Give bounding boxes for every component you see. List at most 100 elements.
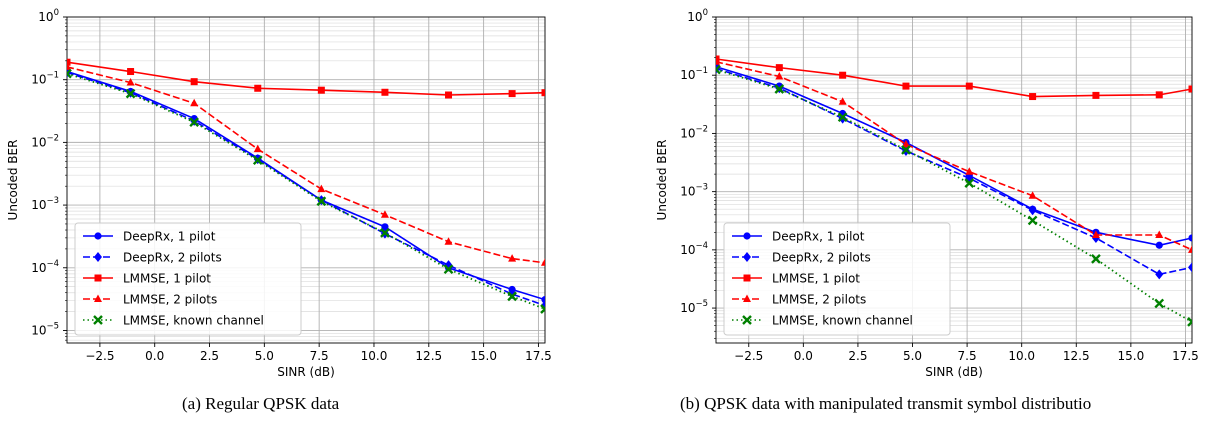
legend-label: LMMSE, 1 pilot — [123, 272, 211, 286]
data-point — [94, 294, 102, 302]
data-point — [1029, 93, 1037, 101]
x-axis-label: SINR (dB) — [277, 365, 335, 379]
data-point — [837, 112, 848, 123]
x-tick-label: 12.5 — [415, 349, 442, 363]
x-tick-label: 7.5 — [958, 349, 977, 363]
y-tick-label: 10−3 — [31, 196, 59, 212]
y-tick-label: 10−5 — [680, 299, 708, 315]
x-tick-label: 15.0 — [470, 349, 497, 363]
chart-a: −2.5 0.0 2.5 5.0 7.5 10.0 12.5 15.0 17.5 SINR (dB… — [6, 8, 552, 379]
x-axis: −2.5 0.0 2.5 5.0 7.5 10.0 12.5 15.0 17.5 SINR (dB… — [85, 343, 552, 379]
data-point — [838, 97, 847, 105]
data-point — [126, 78, 135, 86]
plot-frame — [715, 16, 1193, 344]
x-tick-label: 17.5 — [1172, 349, 1199, 363]
x-tick-label: 0.0 — [794, 349, 813, 363]
x-axis: −2.5 0.0 2.5 5.0 7.5 10.0 12.5 15.0 17.5 SINR (dB… — [734, 343, 1199, 379]
series-lmmse-1-pilot — [67, 58, 545, 99]
data-point — [443, 264, 454, 275]
y-tick-label: 10−3 — [680, 183, 708, 199]
y-tick-label: 10−1 — [31, 71, 59, 87]
legend-label: LMMSE, known channel — [772, 314, 913, 328]
series-line — [716, 68, 1192, 323]
data-point — [508, 289, 517, 300]
data-point — [1092, 91, 1100, 99]
data-point — [1154, 298, 1165, 309]
legend: DeepRx, 1 pilot DeepRx, 2 pilots LMMSE, 1 … — [723, 222, 951, 336]
data-point — [1155, 269, 1164, 280]
x-tick-label: 10.0 — [1008, 349, 1035, 363]
x-tick-label: 7.5 — [310, 349, 329, 363]
data-point — [1187, 316, 1192, 327]
data-point — [716, 64, 721, 75]
y-axis: 100 10−1 10−2 10−3 10−4 10−5 Uncoded BER — [6, 8, 67, 341]
y-tick-label: 10−4 — [680, 241, 708, 257]
series-lmmse-known-channel — [716, 64, 1192, 327]
data-point — [1028, 205, 1037, 216]
data-point — [252, 155, 263, 166]
legend-label: DeepRx, 1 pilot — [772, 230, 865, 244]
data-point — [127, 68, 135, 76]
data-point — [507, 291, 517, 302]
caption-b: (b) QPSK data with manipulated transmit … — [680, 394, 1092, 413]
y-tick-label: 100 — [38, 8, 59, 24]
data-point — [67, 62, 71, 70]
x-tick-label: −2.5 — [85, 349, 114, 363]
x-tick-label: 2.5 — [200, 349, 219, 363]
series-line — [716, 65, 1192, 247]
data-point — [901, 139, 910, 148]
data-point — [1188, 234, 1192, 242]
legend-label: DeepRx, 1 pilot — [123, 230, 216, 244]
data-point — [1155, 91, 1163, 99]
y-axis-label: Uncoded BER — [6, 140, 20, 221]
chart-b: −2.5 0.0 2.5 5.0 7.5 10.0 12.5 15.0 17.5 SINR (dB… — [655, 8, 1199, 379]
data-point — [965, 82, 973, 90]
data-point — [743, 274, 751, 282]
legend-box — [723, 222, 951, 336]
data-point — [742, 315, 752, 325]
data-point — [381, 88, 389, 96]
x-tick-label: 5.0 — [903, 349, 922, 363]
data-point — [716, 55, 720, 63]
legend-label: DeepRx, 2 pilots — [772, 251, 871, 265]
data-point — [1027, 215, 1038, 226]
data-point — [380, 210, 389, 218]
data-point — [190, 98, 199, 107]
data-point — [1188, 262, 1192, 273]
data-point — [1028, 191, 1037, 199]
y-tick-label: 10−5 — [31, 321, 59, 337]
data-point — [317, 86, 325, 94]
legend-label: LMMSE, 2 pilots — [123, 293, 217, 307]
data-point — [965, 167, 974, 175]
y-tick-label: 10−4 — [31, 259, 59, 275]
data-point — [743, 232, 751, 240]
data-point — [190, 78, 198, 86]
data-point — [541, 258, 545, 266]
data-point — [317, 184, 326, 193]
data-point — [508, 90, 516, 98]
data-point — [743, 294, 751, 302]
data-point — [94, 274, 102, 282]
data-point — [743, 252, 751, 262]
data-point — [380, 228, 390, 238]
x-tick-label: 0.0 — [145, 349, 164, 363]
data-point — [94, 232, 102, 240]
data-point — [381, 223, 389, 231]
data-point — [775, 72, 784, 80]
data-point — [1188, 245, 1192, 253]
x-tick-label: 17.5 — [525, 349, 552, 363]
series-line — [67, 61, 545, 96]
legend-box — [74, 222, 302, 336]
data-point — [67, 68, 72, 79]
series-lmmse-2-pilots — [716, 57, 1192, 253]
series-lmmse-2-pilots — [67, 62, 545, 266]
series-line — [716, 61, 1192, 251]
x-tick-label: 2.5 — [848, 349, 867, 363]
y-axis-label: Uncoded BER — [655, 140, 669, 221]
plot-area — [67, 58, 545, 314]
data-point — [775, 64, 783, 72]
series-lmmse-known-channel — [67, 68, 545, 314]
data-point — [839, 71, 847, 79]
legend-label: DeepRx, 2 pilots — [123, 251, 222, 265]
data-point — [445, 91, 453, 99]
